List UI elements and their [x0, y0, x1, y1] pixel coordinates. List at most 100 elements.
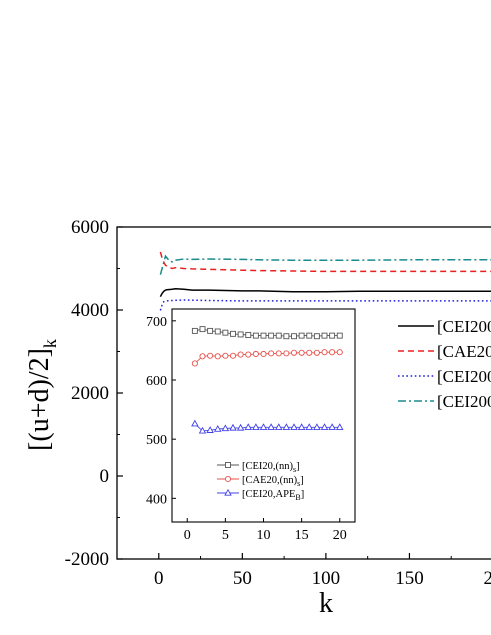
main-legend: [CEI200, [CAE20 [CEI200 [CEI200	[398, 317, 491, 411]
inset-point-triangle	[244, 423, 253, 430]
inset-y-tick-label: 500	[146, 433, 167, 448]
main-legend-label-4: [CEI200	[437, 392, 491, 411]
inset-y-tick-label: 700	[146, 315, 167, 330]
y-axis-title: [(u+d)/2]k	[24, 339, 60, 451]
inset-point-square	[306, 332, 313, 339]
inset-x-tick-label: 0	[184, 528, 191, 543]
inset-legend-label-main: [CEI20,APE	[242, 489, 295, 500]
inset-point-triangle	[290, 423, 298, 430]
main-series-group	[159, 251, 491, 311]
inset-point-square	[283, 333, 290, 340]
x-axis-title: k	[319, 588, 333, 619]
inset-point-triangle	[305, 423, 314, 430]
y-tick-label: 0	[100, 466, 110, 487]
inset-point-triangle	[320, 423, 329, 430]
inset-point-square	[329, 332, 336, 339]
inset-point-circle	[283, 350, 290, 357]
y-tick-label: 6000	[71, 217, 109, 238]
inset-point-square	[214, 328, 221, 335]
inset-legend-label-tail: ]	[296, 461, 300, 472]
inset-point-circle	[260, 350, 267, 358]
inset-point-circle	[321, 349, 328, 356]
inset-legend-label-tail: ]	[301, 489, 305, 500]
inset-point-circle	[229, 352, 237, 359]
inset-point-circle	[214, 353, 221, 360]
inset-point-circle	[306, 349, 313, 356]
inset-point-triangle	[213, 424, 222, 432]
inset-point-circle	[222, 352, 229, 359]
y-tick-label: -2000	[65, 549, 109, 570]
inset-point-triangle	[297, 423, 306, 430]
inset-point-triangle	[206, 426, 214, 433]
inset-point-triangle	[328, 423, 336, 430]
inset-point-circle	[245, 351, 252, 358]
inset-x-tick-label: 20	[333, 528, 347, 543]
inset-point-square	[222, 329, 229, 336]
inset-point-triangle	[236, 423, 245, 431]
inset-point-circle	[329, 349, 336, 356]
inset-point-circle	[237, 351, 244, 358]
inset-point-circle	[313, 349, 320, 356]
inset-point-square	[321, 332, 328, 339]
inset-point-triangle	[313, 423, 321, 430]
inset-legend-label-subscript: s	[293, 465, 296, 474]
inset-point-triangle	[282, 423, 291, 430]
inset-point-circle	[336, 349, 343, 356]
inset-background	[172, 309, 355, 522]
inset-axis-ticks: 0 5 10 15 20 400 500 600 700	[146, 315, 347, 543]
inset-point-circle	[207, 352, 214, 359]
inset-point-circle	[252, 350, 259, 358]
x-tick-label: 0	[154, 568, 164, 589]
inset-point-triangle	[191, 419, 199, 427]
inset-point-square	[260, 332, 267, 339]
inset-point-circle	[199, 353, 206, 360]
inset-point-circle	[290, 349, 298, 356]
inset-legend-label-subscript: B	[295, 493, 300, 502]
inset-legend-label-main: [CEI20,(nn)	[242, 461, 294, 472]
inset-legend-label-3: [CEI20,APEB]	[242, 489, 304, 502]
inset-point-square	[207, 327, 214, 334]
inset-point-square	[298, 332, 305, 339]
x-tick-label: 100	[312, 568, 341, 589]
inset-point-triangle	[274, 423, 283, 430]
y-tick-label: 2000	[71, 383, 109, 404]
inset-point-triangle	[221, 424, 230, 432]
inset-point-square	[237, 331, 244, 338]
inset-legend-marker-2	[224, 475, 232, 483]
inset-y-tick-label: 600	[146, 374, 167, 389]
main-series-line-4	[159, 254, 491, 275]
inset-point-square	[275, 332, 282, 339]
inset-point-triangle	[267, 423, 275, 430]
inset-point-triangle	[252, 423, 260, 430]
inset-x-tick-label: 10	[257, 528, 271, 543]
inset-x-tick-label: 15	[295, 528, 309, 543]
inset-legend-label-main: [CAE20,(nn)	[242, 475, 298, 486]
inset-point-circle	[191, 360, 198, 367]
inset-point-triangle	[229, 423, 237, 431]
inset-point-triangle	[259, 423, 268, 430]
inset-point-square	[313, 333, 320, 340]
inset-point-square	[291, 333, 297, 340]
inset-y-tick-label: 400	[146, 492, 167, 507]
inset-point-square	[230, 330, 236, 337]
inset-point-triangle	[335, 423, 344, 430]
main-series-line-3	[159, 299, 491, 311]
inset-point-square	[268, 332, 275, 339]
inset-point-triangle	[198, 426, 207, 434]
inset-legend-label-1: [CEI20,(nn)s]	[242, 461, 300, 474]
x-tick-label: 20	[484, 568, 491, 589]
inset-point-circle	[268, 350, 275, 357]
x-tick-label: 50	[233, 568, 252, 589]
inset-point-square	[252, 332, 259, 339]
main-legend-label-2: [CAE20	[437, 342, 491, 361]
inset-legend-marker-1	[225, 462, 231, 468]
inset-legend-label-2: [CAE20,(nn)s]	[242, 475, 304, 488]
main-series-line-2	[159, 251, 491, 273]
inset-point-square	[191, 327, 198, 334]
inset-point-square	[245, 332, 252, 338]
inset-legend-label-tail: ]	[300, 475, 304, 486]
inset-series-group	[191, 326, 344, 434]
y-axis-title-subscript: k	[40, 339, 60, 348]
inset-point-circle	[275, 350, 282, 357]
